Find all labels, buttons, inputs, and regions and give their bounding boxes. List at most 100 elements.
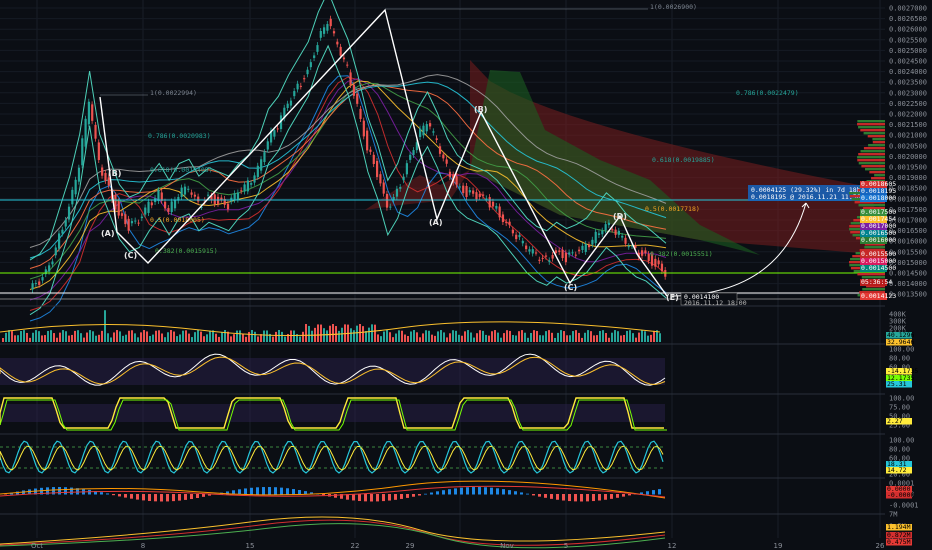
macd-histogram-bar bbox=[94, 491, 97, 495]
macd-histogram-bar bbox=[136, 494, 139, 500]
candle-body bbox=[442, 154, 445, 159]
candle-body bbox=[130, 221, 134, 224]
candle-body bbox=[591, 239, 594, 245]
indicator-tag-text: 0.0000 bbox=[887, 485, 911, 493]
volume-bar bbox=[464, 331, 466, 342]
volume-profile-bar bbox=[859, 291, 885, 294]
macd-histogram-bar bbox=[310, 492, 313, 495]
price-tick-label: 0.0021500 bbox=[889, 121, 927, 129]
candle-body bbox=[395, 188, 399, 197]
volume-profile-bar bbox=[857, 156, 885, 159]
candle-body bbox=[269, 130, 273, 143]
candle-body bbox=[240, 190, 243, 192]
macd-histogram-bar bbox=[472, 487, 475, 495]
candle-body bbox=[276, 128, 279, 130]
candle-body bbox=[538, 259, 541, 261]
price-tag-text: 0.0018000 bbox=[861, 194, 896, 202]
volume-bar bbox=[524, 332, 526, 342]
volume-profile-bar bbox=[864, 246, 885, 249]
candle-body bbox=[124, 214, 127, 225]
volume-bar bbox=[548, 330, 550, 342]
candle-body bbox=[438, 146, 442, 154]
macd-histogram-bar bbox=[550, 494, 553, 499]
fib-level-label: 0.382(0.0015551) bbox=[650, 250, 713, 258]
macd-histogram-bar bbox=[160, 494, 163, 502]
volume-bar bbox=[644, 331, 646, 342]
candle-body bbox=[428, 123, 432, 127]
moving-average-line bbox=[29, 78, 667, 301]
macd-histogram-bar bbox=[460, 487, 463, 495]
volume-bar bbox=[35, 330, 37, 342]
candle-body bbox=[541, 257, 544, 259]
callout-line-1: 0.0004125 (29.32%) in 7d 18h bbox=[751, 186, 861, 194]
fib-level-label: 0.382(0.0015915) bbox=[155, 247, 218, 255]
candle-body bbox=[54, 247, 57, 256]
stoch-band bbox=[0, 404, 665, 422]
macd-histogram-bar bbox=[106, 493, 109, 495]
volume-bar bbox=[566, 335, 568, 342]
price-tick-label: 0.0014000 bbox=[889, 280, 927, 288]
volume-bar bbox=[275, 331, 277, 342]
volume-bar bbox=[611, 332, 613, 342]
volume-bar bbox=[200, 331, 202, 342]
candle-body bbox=[481, 194, 485, 196]
macd-histogram-bar bbox=[118, 494, 121, 497]
volume-bar bbox=[545, 331, 547, 342]
stoch-tick-label: 75.00 bbox=[889, 404, 910, 412]
volume-bar bbox=[455, 330, 457, 342]
wave-label: (B) bbox=[474, 105, 487, 114]
volume-profile-bar bbox=[857, 120, 885, 123]
candle-body bbox=[256, 165, 259, 178]
candle-body bbox=[253, 175, 256, 183]
candle-body bbox=[564, 252, 568, 263]
price-tag-text: 0.0014123 bbox=[861, 292, 896, 300]
macd-histogram-bar bbox=[244, 488, 247, 495]
macd-histogram-bar bbox=[304, 491, 307, 495]
volume-bar bbox=[326, 330, 328, 342]
price-tick-label: 0.0019500 bbox=[889, 164, 927, 172]
price-tag bbox=[860, 230, 887, 237]
price-tag-text: 0.0015000 bbox=[861, 257, 896, 265]
volume-bar bbox=[194, 332, 196, 342]
indicator-tag-text: 0.872M bbox=[887, 531, 911, 539]
rsi-tick-label: 80.00 bbox=[889, 355, 910, 363]
volume-profile-bar bbox=[858, 204, 885, 207]
volume-bar bbox=[227, 331, 229, 342]
candle-body bbox=[468, 190, 471, 193]
volume-bar bbox=[353, 330, 355, 342]
candle-body bbox=[382, 182, 385, 194]
price-tick-label: 0.0025500 bbox=[889, 36, 927, 44]
macd-histogram-bar bbox=[124, 494, 127, 498]
marker-line-2: 2016.11.12 18:00 bbox=[684, 299, 747, 307]
volume-bar bbox=[269, 333, 271, 342]
volume-bar bbox=[446, 337, 448, 342]
macd-histogram-bar bbox=[130, 494, 133, 499]
volume-bar bbox=[380, 336, 382, 342]
volume-bar bbox=[218, 336, 220, 342]
macd-histogram-bar bbox=[598, 494, 601, 501]
macd-histogram-bar bbox=[112, 494, 115, 496]
volume-bar bbox=[308, 325, 310, 342]
volume-bar bbox=[209, 330, 211, 342]
candle-body bbox=[409, 154, 412, 160]
price-tick-label: 0.0014500 bbox=[889, 270, 927, 278]
candle-body bbox=[640, 250, 644, 256]
volume-bar bbox=[110, 337, 112, 342]
candle-body bbox=[346, 64, 349, 66]
macd-histogram-bar bbox=[16, 491, 19, 495]
volume-bar bbox=[488, 335, 490, 342]
candle-body bbox=[581, 245, 584, 251]
macd-histogram-bar bbox=[502, 489, 505, 495]
volume-bar bbox=[278, 330, 280, 342]
candle-body bbox=[160, 192, 163, 201]
candle-body bbox=[223, 198, 226, 205]
candle-body bbox=[332, 31, 336, 34]
candle-body bbox=[399, 187, 402, 189]
candle-body bbox=[647, 254, 650, 261]
candle-body bbox=[243, 184, 246, 192]
macd-histogram-bar bbox=[490, 487, 493, 495]
volume-bar bbox=[158, 330, 160, 342]
volume-bar bbox=[137, 337, 139, 342]
x-tick-label: Oct bbox=[31, 542, 43, 550]
candle-body bbox=[200, 206, 203, 208]
